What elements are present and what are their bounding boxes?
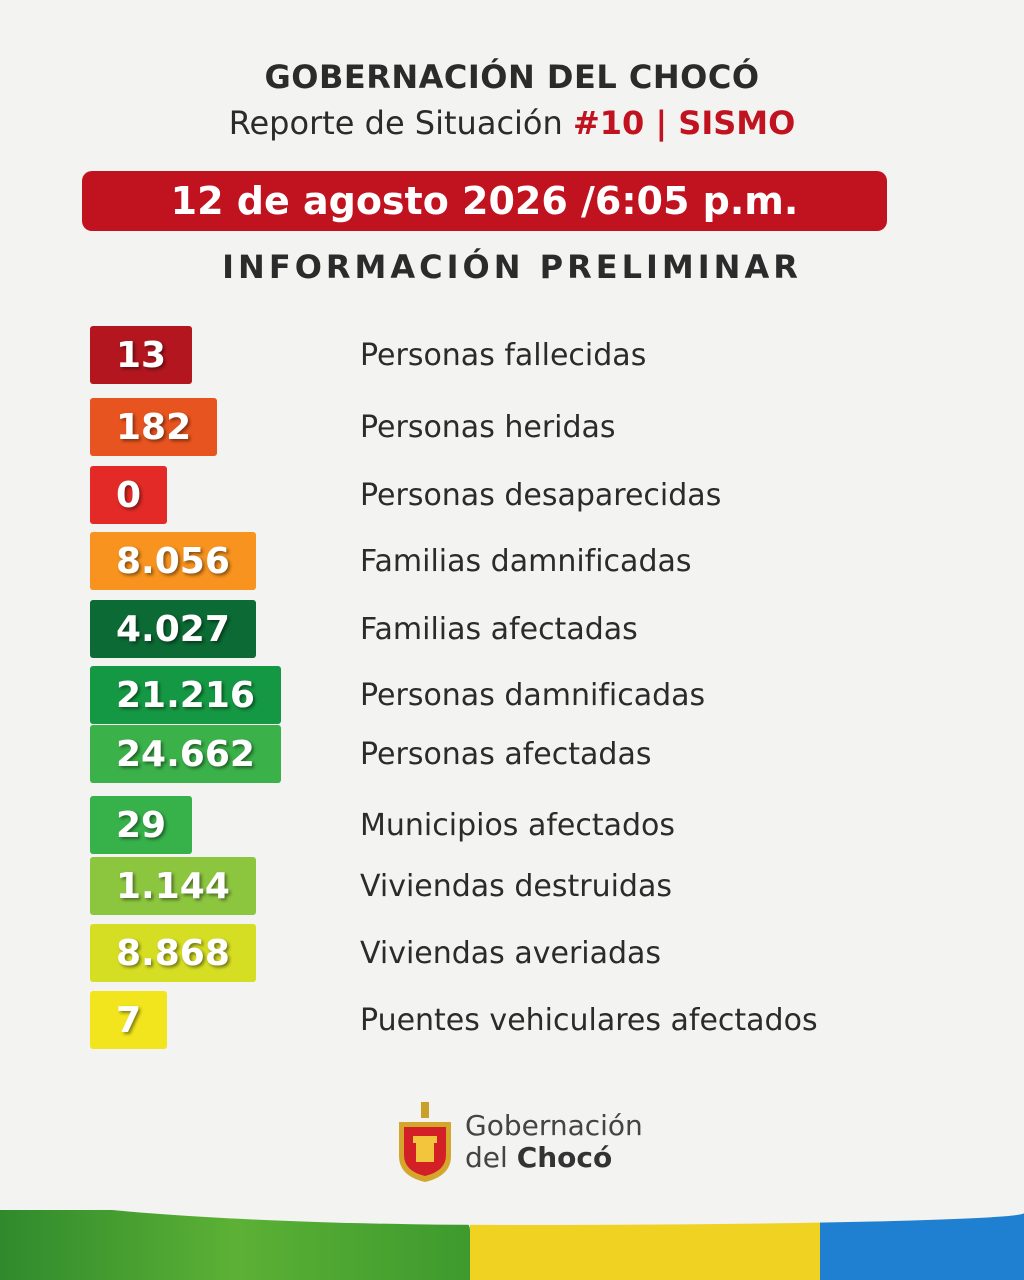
stat-row: 4.027 Familias afectadas: [90, 600, 638, 658]
stat-value: 13: [90, 326, 193, 384]
stat-value: 7: [90, 991, 168, 1049]
stat-row: 8.056 Familias damnificadas: [90, 532, 692, 590]
stat-value: 1.144: [90, 857, 256, 915]
stat-value: 182: [90, 398, 218, 456]
stat-label: Viviendas averiadas: [360, 935, 662, 971]
stat-row: 1.144 Viviendas destruidas: [90, 857, 672, 915]
stat-value: 4.027: [90, 600, 256, 658]
logo-line2: del Chocó: [465, 1142, 643, 1174]
stat-label: Personas fallecidas: [360, 337, 647, 373]
stat-label: Municipios afectados: [360, 807, 676, 843]
stat-row: 182 Personas heridas: [90, 398, 616, 456]
stat-row: 29 Municipios afectados: [90, 796, 675, 854]
logo: Gobernación del Chocó: [395, 1100, 643, 1184]
stat-row: 8.868 Viviendas averiadas: [90, 924, 661, 982]
stat-label: Familias afectadas: [360, 611, 638, 647]
date-banner: 12 de agosto 2026 /6:05 p.m.: [82, 171, 887, 231]
stat-value: 21.216: [90, 666, 281, 724]
stat-value: 0: [90, 466, 168, 524]
stat-label: Personas afectadas: [360, 736, 652, 772]
stat-label: Familias damnificadas: [360, 543, 692, 579]
stat-row: 21.216 Personas damnificadas: [90, 666, 705, 724]
stat-value: 24.662: [90, 725, 281, 783]
subtitle: Reporte de Situación #10 | SISMO: [0, 104, 1024, 142]
logo-shield: [399, 1102, 451, 1182]
logo-del: del: [465, 1141, 508, 1174]
stat-label: Viviendas destruidas: [360, 868, 672, 904]
stat-value: 8.868: [90, 924, 256, 982]
subtitle-highlight: #10 | SISMO: [572, 104, 796, 142]
logo-choco: Chocó: [516, 1141, 613, 1174]
stat-value: 8.056: [90, 532, 256, 590]
stat-row: 24.662 Personas afectadas: [90, 725, 651, 783]
logo-text: Gobernación del Chocó: [465, 1110, 643, 1174]
logo-line1: Gobernación: [465, 1109, 643, 1142]
stat-row: 7 Puentes vehiculares afectados: [90, 991, 818, 1049]
stat-label: Personas desaparecidas: [360, 477, 722, 513]
stat-label: Personas damnificadas: [360, 677, 706, 713]
stat-label: Personas heridas: [360, 409, 616, 445]
heading: INFORMACIÓN PRELIMINAR: [222, 248, 802, 286]
stat-label: Puentes vehiculares afectados: [360, 1002, 818, 1038]
subtitle-text: Reporte de Situación: [228, 104, 563, 142]
stat-row: 0 Personas desaparecidas: [90, 466, 721, 524]
title: GOBERNACIÓN DEL CHOCÓ: [264, 58, 760, 96]
stat-value: 29: [90, 796, 193, 854]
stat-row: 13 Personas fallecidas: [90, 326, 646, 384]
